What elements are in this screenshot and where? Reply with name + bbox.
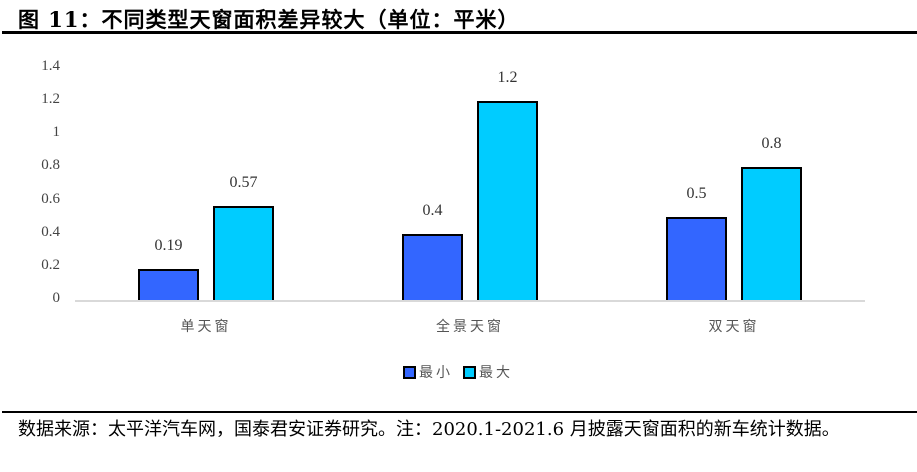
x-category-label: 单天窗 — [180, 319, 232, 335]
legend-label: 最大 — [479, 365, 513, 381]
figure-title: 图 11：不同类型天窗面积差异较大（单位：平米） — [18, 7, 520, 32]
legend-item: 最小 — [403, 362, 453, 382]
source-note: 数据来源：太平洋汽车网，国泰君安证券研究。注：2020.1-2021.6 月披露… — [18, 419, 840, 440]
bottom-rule — [2, 411, 917, 413]
y-tick-label: 0.4 — [41, 223, 60, 240]
data-label: 0.5 — [686, 185, 707, 203]
bar-max — [213, 205, 274, 300]
data-label: 0.57 — [229, 173, 258, 191]
data-label: 1.2 — [497, 69, 518, 87]
x-category-label: 全景天窗 — [436, 319, 504, 335]
legend-swatch-icon — [463, 365, 476, 379]
bar-max — [477, 101, 538, 300]
y-tick-label: 1.4 — [41, 58, 60, 74]
data-label: 0.4 — [422, 201, 443, 219]
bar-min — [402, 233, 463, 300]
legend: 最小 最大 — [403, 362, 523, 382]
legend-item: 最大 — [463, 362, 513, 382]
bar-max — [741, 167, 802, 300]
y-tick-label: 0.8 — [41, 157, 60, 174]
y-tick-label: 1.2 — [41, 91, 60, 108]
y-tick-label: 0.6 — [41, 190, 60, 207]
x-category-label: 双天窗 — [708, 319, 760, 335]
bar-chart: 1.4 1.2 1 0.8 0.6 0.4 0.2 0 0.19 0.57 单天窗 0.4 1.2 全景天… — [0, 40, 917, 400]
top-rule — [2, 31, 917, 34]
y-tick-label: 0 — [52, 290, 61, 306]
y-tick-label: 1 — [52, 124, 61, 141]
data-label: 0.8 — [761, 135, 782, 153]
y-tick-label: 0.2 — [41, 256, 60, 273]
bar-min — [666, 217, 727, 300]
data-label: 0.19 — [154, 236, 183, 254]
legend-label: 最小 — [419, 365, 453, 381]
x-axis-line — [75, 300, 865, 302]
legend-swatch-icon — [403, 365, 416, 379]
bar-min — [138, 268, 199, 300]
